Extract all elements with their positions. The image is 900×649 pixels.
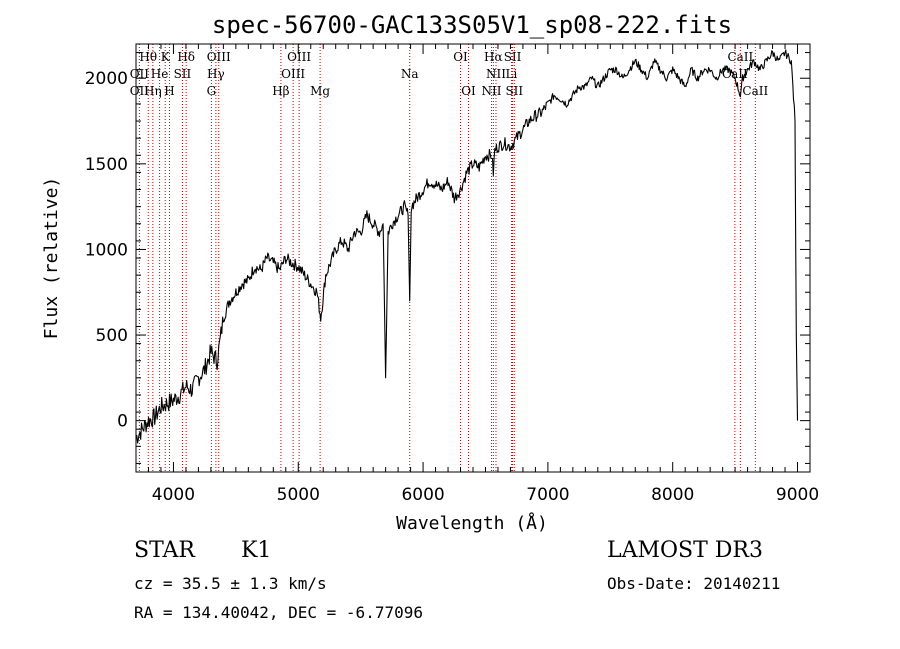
spectral-line-label: CaII: [727, 50, 753, 64]
y-axis-label: Flux (relative): [41, 177, 62, 340]
spectral-line-label: OIII: [287, 50, 311, 64]
x-tick-label: 7000: [526, 485, 569, 505]
spectral-line-label: NII: [481, 84, 501, 98]
plot-frame: [135, 43, 811, 473]
spectral-line-label: H: [164, 84, 174, 98]
spectral-line-label: OII: [130, 84, 150, 98]
spectral-line-label: SII: [504, 50, 522, 64]
object-class: STAR: [134, 538, 195, 563]
spectral-line-label: Hδ: [177, 50, 195, 64]
x-tick-label: 6000: [401, 485, 444, 505]
spectral-line-label: Hη: [144, 84, 162, 98]
y-tick-label: 500: [96, 326, 128, 346]
spectral-line-label: Hγ: [207, 67, 225, 81]
spectral-line-label: Li: [506, 67, 518, 81]
y-tick-label: 1000: [85, 240, 128, 260]
ra-dec: RA = 134.40042, DEC = -6.77096: [134, 603, 423, 622]
spectral-line-label: OII: [130, 67, 150, 81]
spectral-line-label: CaII: [722, 67, 748, 81]
spectrum-line: [135, 49, 799, 444]
object-subclass: K1: [241, 538, 272, 563]
x-tick-label: 5000: [277, 485, 320, 505]
y-tick-label: 0: [117, 412, 128, 432]
spectral-line-markers: [138, 44, 756, 472]
spectral-line-label: He: [151, 67, 169, 81]
spectral-line-label: Hθ: [139, 50, 157, 64]
spectral-line-label: NII: [486, 67, 506, 81]
spectral-line-label: OIII: [207, 50, 231, 64]
obs-date: Obs-Date: 20140211: [607, 574, 781, 593]
spectral-line-label: OI: [453, 50, 468, 64]
spectral-line-label: Hβ: [272, 84, 289, 98]
spectral-line-label: OI: [461, 84, 476, 98]
x-tick-label: 4000: [152, 485, 195, 505]
y-tick-label: 1500: [85, 155, 128, 175]
spectral-line-label: OIII: [281, 67, 305, 81]
axis-ticks: 4000 5000 6000 7000 8000 9000 0 500 1000 1500 2000: [85, 44, 819, 505]
spectral-line-label: Mg: [310, 84, 330, 98]
survey-name: LAMOST DR3: [607, 538, 763, 563]
spectral-line-label: SII: [174, 67, 192, 81]
spectral-line-label: SII: [505, 84, 523, 98]
y-tick-label: 2000: [85, 69, 128, 89]
chart-title: spec-56700-GAC133S05V1_sp08-222.fits: [212, 11, 732, 39]
spectral-line-label: G: [207, 84, 217, 98]
x-tick-label: 9000: [776, 485, 819, 505]
x-tick-label: 8000: [651, 485, 694, 505]
spectral-line-label: CaII: [742, 84, 768, 98]
redshift-cz: cz = 35.5 ± 1.3 km/s: [134, 574, 327, 593]
x-axis-label: Wavelength (Å): [396, 512, 548, 534]
spectral-line-label: Na: [401, 67, 419, 81]
spectral-line-label: Hα: [484, 50, 503, 64]
spectrum-series: [135, 49, 799, 444]
spectral-line-label: K: [161, 50, 171, 64]
